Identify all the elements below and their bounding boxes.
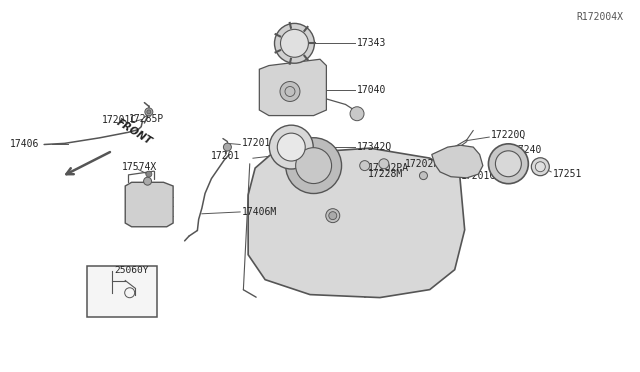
- Text: 25060Y: 25060Y: [115, 266, 149, 275]
- Circle shape: [329, 212, 337, 219]
- Text: 17574X: 17574X: [122, 162, 157, 172]
- Circle shape: [146, 171, 152, 177]
- Text: 17251: 17251: [552, 169, 582, 179]
- Circle shape: [275, 23, 314, 63]
- Circle shape: [495, 151, 522, 177]
- Circle shape: [143, 177, 152, 185]
- Circle shape: [379, 159, 389, 169]
- Circle shape: [488, 144, 529, 184]
- Circle shape: [280, 81, 300, 102]
- Text: R172004X: R172004X: [577, 12, 623, 22]
- Text: 17202P: 17202P: [405, 159, 440, 169]
- Text: 17406M: 17406M: [242, 207, 277, 217]
- Text: 17343: 17343: [357, 38, 387, 48]
- Circle shape: [285, 138, 342, 193]
- Circle shape: [531, 158, 549, 176]
- Circle shape: [269, 125, 313, 169]
- Text: 17201: 17201: [211, 151, 240, 161]
- Circle shape: [360, 161, 370, 171]
- Polygon shape: [259, 59, 326, 116]
- Circle shape: [147, 110, 151, 114]
- Bar: [87, 266, 157, 317]
- Text: 17202PA: 17202PA: [368, 163, 409, 173]
- Circle shape: [277, 133, 305, 161]
- Text: 17201C: 17201C: [242, 138, 277, 148]
- Text: 17201C: 17201C: [102, 115, 137, 125]
- Text: 17285P: 17285P: [129, 114, 164, 124]
- Text: 17228M: 17228M: [368, 169, 403, 179]
- Circle shape: [326, 209, 340, 222]
- Polygon shape: [125, 182, 173, 227]
- Polygon shape: [432, 145, 483, 178]
- Text: 17342Q: 17342Q: [357, 142, 392, 152]
- Polygon shape: [248, 148, 465, 298]
- Circle shape: [223, 143, 232, 151]
- Circle shape: [296, 148, 332, 183]
- Text: FRONT: FRONT: [115, 118, 154, 147]
- Circle shape: [145, 108, 153, 116]
- Text: 17040: 17040: [357, 85, 387, 94]
- Circle shape: [280, 29, 308, 57]
- Circle shape: [350, 107, 364, 121]
- Circle shape: [419, 171, 428, 180]
- Text: 17201CA: 17201CA: [461, 171, 502, 181]
- Text: 17220Q: 17220Q: [491, 130, 526, 140]
- Circle shape: [535, 162, 545, 172]
- Text: 17240: 17240: [513, 145, 542, 155]
- Text: 17406: 17406: [10, 139, 39, 149]
